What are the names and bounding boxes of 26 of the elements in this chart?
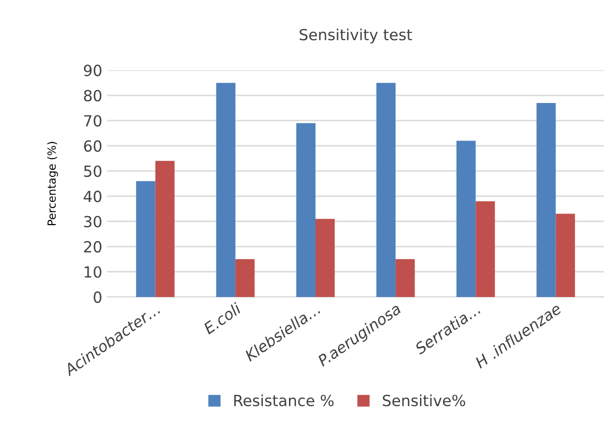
y-tick-label: 10 bbox=[84, 266, 102, 278]
bar bbox=[155, 160, 175, 297]
y-tick-label: 40 bbox=[84, 190, 102, 202]
y-tick-label: 30 bbox=[84, 216, 102, 228]
bar bbox=[216, 82, 236, 297]
y-tick-label: 0 bbox=[94, 291, 102, 303]
legend-label: Sensitive% bbox=[382, 394, 466, 406]
bar bbox=[235, 259, 255, 297]
y-axis-title: Percentage (%) bbox=[47, 142, 58, 226]
bar bbox=[476, 201, 495, 297]
y-tick-label: 90 bbox=[84, 64, 102, 76]
bar bbox=[136, 181, 156, 297]
y-tick-label: 60 bbox=[84, 140, 102, 152]
bar bbox=[536, 102, 556, 297]
y-tick-label: 70 bbox=[84, 115, 102, 127]
y-tick-label: 80 bbox=[84, 90, 102, 102]
bar bbox=[315, 218, 335, 297]
bar bbox=[376, 82, 396, 297]
legend-label: Resistance % bbox=[234, 394, 334, 406]
bar bbox=[556, 214, 575, 297]
y-tick-label: 50 bbox=[84, 165, 102, 178]
bar bbox=[456, 140, 476, 297]
y-tick-label: 20 bbox=[84, 241, 102, 253]
bar bbox=[296, 123, 316, 297]
chart-title: Sensitivity test bbox=[300, 28, 412, 44]
bar bbox=[396, 259, 415, 297]
